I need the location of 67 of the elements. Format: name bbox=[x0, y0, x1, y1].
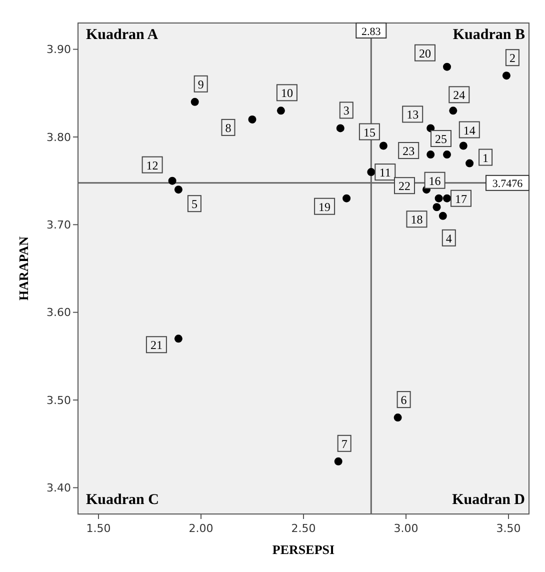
annotation: 23 bbox=[402, 144, 415, 158]
annotation: 20 bbox=[419, 46, 431, 60]
annotation: Kuadran B bbox=[452, 27, 525, 43]
point bbox=[342, 194, 351, 202]
point bbox=[394, 414, 402, 422]
annotation: 1 bbox=[482, 150, 489, 165]
point bbox=[466, 159, 474, 168]
y-tick-label: 3.90 bbox=[46, 43, 71, 56]
annotation: 3 bbox=[343, 104, 350, 118]
annotation: Kuadran C bbox=[86, 492, 159, 508]
annotation: 5 bbox=[191, 197, 198, 212]
annotation: 9 bbox=[198, 77, 204, 92]
annotation: 2 bbox=[509, 51, 516, 66]
annotation: 25 bbox=[435, 132, 447, 146]
point bbox=[190, 98, 199, 106]
annotation: Kuadran D bbox=[452, 492, 526, 508]
annotation: 15 bbox=[363, 125, 376, 140]
x-tick-label: 1.50 bbox=[86, 522, 111, 535]
x-tick-label: 2.50 bbox=[291, 522, 316, 535]
point bbox=[379, 142, 388, 150]
annotation: Kuadran A bbox=[86, 27, 158, 43]
y-tick-label: 3.40 bbox=[46, 482, 71, 495]
x-tick-label: 2.00 bbox=[188, 522, 214, 535]
point bbox=[174, 186, 182, 194]
y-tick-label: 3.80 bbox=[46, 130, 71, 144]
x-tick-label: 3.00 bbox=[394, 522, 418, 535]
annotation: 4 bbox=[446, 231, 452, 246]
annotation: 18 bbox=[410, 212, 423, 227]
annotation: 8 bbox=[225, 120, 232, 135]
point bbox=[443, 150, 451, 159]
annotation: 19 bbox=[318, 200, 331, 214]
point bbox=[168, 176, 176, 185]
y-tick-label: 3.50 bbox=[46, 394, 71, 407]
point bbox=[449, 106, 458, 115]
ref-line-label: 2.83 bbox=[362, 26, 382, 38]
y-axis-title: HARAPAN bbox=[16, 236, 31, 301]
point bbox=[434, 194, 443, 202]
annotation: 6 bbox=[400, 393, 407, 408]
x-axis-title: PERSEPSI bbox=[272, 542, 335, 557]
point bbox=[438, 212, 447, 220]
point bbox=[174, 334, 182, 343]
annotation: 24 bbox=[453, 88, 466, 102]
point bbox=[459, 142, 468, 150]
annotation: 14 bbox=[463, 123, 476, 138]
point bbox=[443, 194, 451, 202]
annotation: 10 bbox=[280, 86, 293, 100]
annotation: 13 bbox=[406, 108, 419, 122]
y-tick-label: 3.60 bbox=[46, 306, 71, 320]
point bbox=[334, 457, 342, 466]
annotation: 12 bbox=[146, 158, 158, 172]
x-tick-label: 3.50 bbox=[496, 522, 521, 535]
ref-line-label: 3.7476 bbox=[492, 178, 524, 190]
point bbox=[276, 106, 285, 115]
point bbox=[336, 124, 344, 132]
point bbox=[502, 72, 510, 80]
point bbox=[432, 203, 441, 212]
point bbox=[426, 150, 435, 159]
annotation: 11 bbox=[379, 166, 391, 180]
annotation: 17 bbox=[455, 192, 467, 206]
annotation: 22 bbox=[398, 179, 410, 194]
point bbox=[367, 168, 376, 176]
point bbox=[248, 115, 256, 124]
annotation: 16 bbox=[428, 174, 441, 188]
point bbox=[443, 62, 451, 71]
y-tick-label: 3.70 bbox=[46, 218, 71, 232]
annotation: 21 bbox=[150, 338, 162, 352]
annotation: 7 bbox=[341, 436, 348, 451]
